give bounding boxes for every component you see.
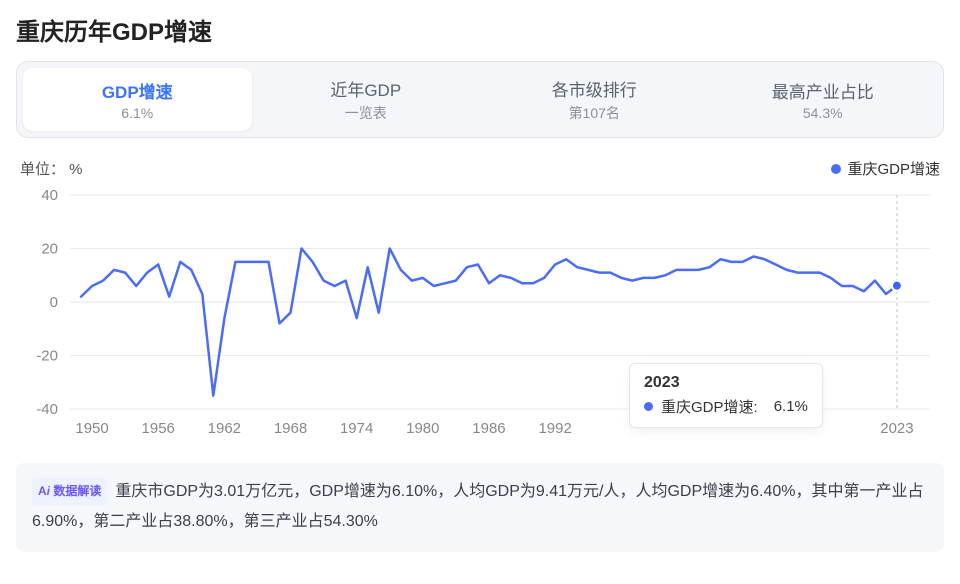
ai-insight-text: 重庆市GDP为3.01万亿元，GDP增速为6.10%，人均GDP为9.41万元/… xyxy=(32,483,924,530)
svg-text:0: 0 xyxy=(50,294,58,311)
tab-label: GDP增速 xyxy=(27,78,248,103)
legend-dot-icon xyxy=(831,164,841,174)
svg-text:1962: 1962 xyxy=(208,420,241,437)
tab-label: 各市级排行 xyxy=(484,76,705,101)
svg-text:1980: 1980 xyxy=(406,420,439,437)
svg-text:-20: -20 xyxy=(36,348,58,365)
tab-label: 近年GDP xyxy=(256,76,477,101)
legend[interactable]: 重庆GDP增速 xyxy=(831,158,940,179)
tab-sub: 6.1% xyxy=(27,105,248,121)
ai-insight-panel: Ai 数据解读重庆市GDP为3.01万亿元，GDP增速为6.10%，人均GDP为… xyxy=(16,463,944,552)
legend-label: 重庆GDP增速 xyxy=(847,158,940,179)
tabs-container: GDP增速 6.1% 近年GDP 一览表 各市级排行 第107名 最高产业占比 … xyxy=(16,61,944,138)
tab-sub: 第107名 xyxy=(484,103,705,123)
ai-badge: Ai 数据解读 xyxy=(32,478,107,505)
page-title: 重庆历年GDP增速 xyxy=(16,12,944,47)
tab-gdp-growth[interactable]: GDP增速 6.1% xyxy=(23,68,252,131)
svg-text:1968: 1968 xyxy=(274,420,307,437)
svg-text:1992: 1992 xyxy=(538,420,571,437)
tab-sub: 54.3% xyxy=(713,105,934,121)
svg-text:20: 20 xyxy=(41,241,58,258)
unit-label: 单位： % xyxy=(20,158,83,179)
svg-text:40: 40 xyxy=(41,187,58,204)
svg-text:1974: 1974 xyxy=(340,420,373,437)
svg-text:1956: 1956 xyxy=(142,420,175,437)
svg-text:-40: -40 xyxy=(36,401,58,418)
svg-text:1950: 1950 xyxy=(75,420,108,437)
tab-sub: 一览表 xyxy=(256,103,477,123)
svg-text:2023: 2023 xyxy=(880,420,913,437)
tab-city-rank[interactable]: 各市级排行 第107名 xyxy=(480,68,709,131)
tab-label: 最高产业占比 xyxy=(713,78,934,103)
svg-text:1986: 1986 xyxy=(472,420,505,437)
chart[interactable]: -40 -20 0 20 40 1950 1956 1962 1968 1974 1980 1986 1… xyxy=(16,185,940,445)
chart-svg: -40 -20 0 20 40 1950 1956 1962 1968 1974 1980 1986 1… xyxy=(16,185,940,445)
chart-section: 单位： % 重庆GDP增速 -40 -20 0 20 40 1950 1956 1962 196… xyxy=(16,158,944,445)
tab-recent-gdp[interactable]: 近年GDP 一览表 xyxy=(252,68,481,131)
tab-industry-share[interactable]: 最高产业占比 54.3% xyxy=(709,68,938,131)
